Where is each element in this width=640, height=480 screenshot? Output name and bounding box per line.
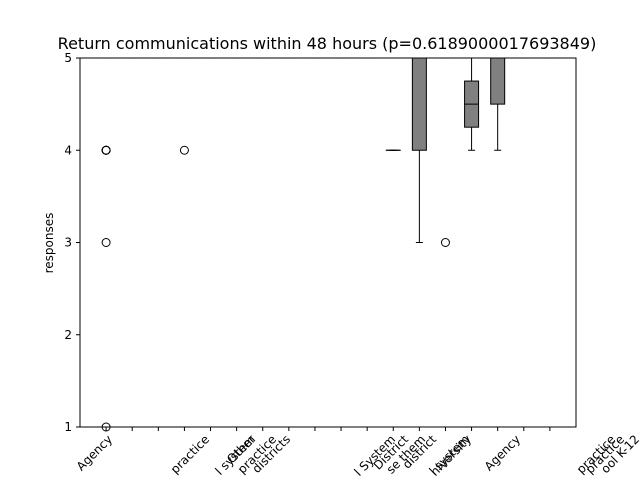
box-group-1: [98, 57, 114, 432]
y-tick-label: 1: [64, 420, 72, 434]
box-group-4: [176, 57, 192, 155]
boxes-layer: [98, 57, 558, 432]
box-group-14: [437, 57, 453, 247]
y-axis-label: responses: [42, 213, 56, 274]
box-group-15: [464, 57, 480, 151]
x-tick-label: Agency: [74, 432, 115, 473]
box-group-13: [411, 57, 427, 243]
flier-point: [440, 238, 450, 247]
y-tick-label: 4: [64, 143, 72, 157]
x-tick-label: Agency: [482, 432, 523, 473]
box-group-16: [490, 57, 506, 151]
flier-point: [101, 238, 111, 247]
box: [490, 57, 506, 105]
chart-title: Return communications within 48 hours (p…: [58, 34, 597, 53]
flier-point: [101, 145, 111, 155]
y-tick-label: 5: [64, 51, 72, 65]
box: [411, 57, 427, 151]
plot-frame: [79, 57, 577, 428]
y-tick-label: 3: [64, 236, 72, 250]
y-tick-label: 2: [64, 328, 72, 342]
x-tick-label: practice: [168, 432, 212, 476]
flier-point: [179, 145, 189, 155]
